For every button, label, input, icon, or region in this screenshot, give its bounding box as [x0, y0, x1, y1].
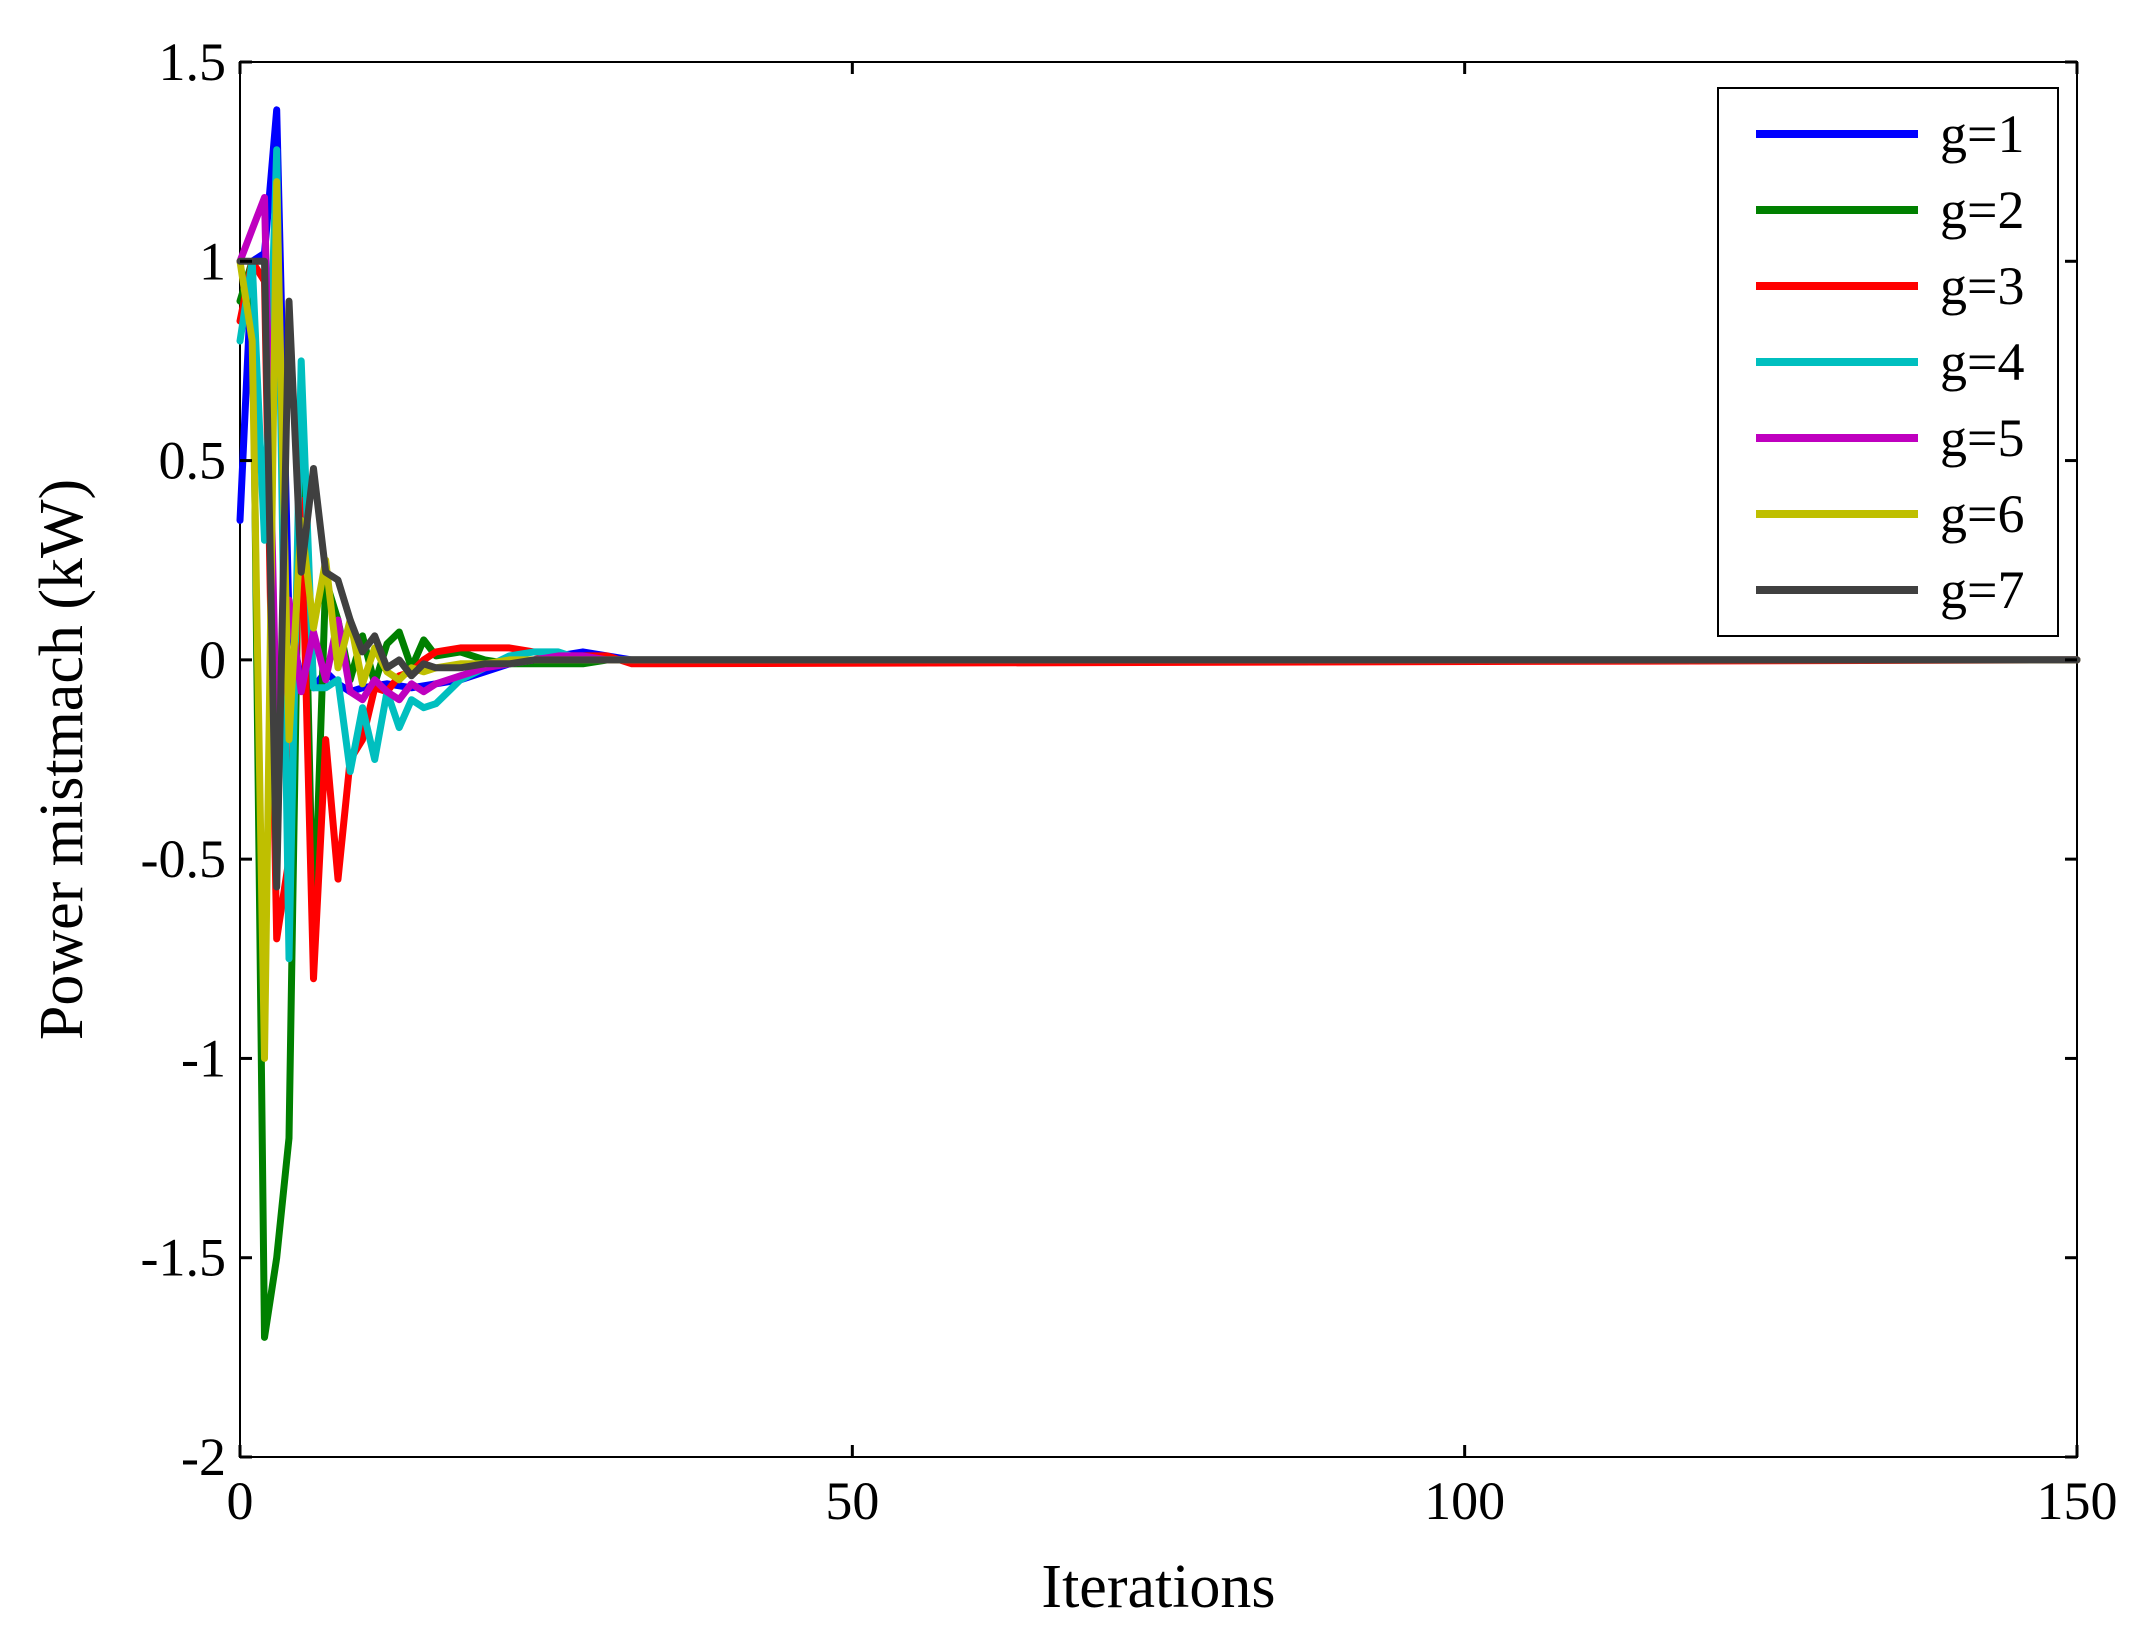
series-layer — [236, 106, 2081, 1341]
legend-label-2: g=2 — [1940, 180, 2024, 240]
y-tick-label: 1.5 — [159, 32, 227, 92]
y-tick-label: 0.5 — [159, 431, 227, 491]
series-line-2 — [236, 257, 2081, 1341]
x-tick-label: 100 — [1424, 1471, 1505, 1531]
legend-label-5: g=5 — [1940, 408, 2024, 468]
legend-label-3: g=3 — [1940, 256, 2024, 316]
x-tick-label: 150 — [2037, 1471, 2118, 1531]
x-tick-label: 50 — [825, 1471, 879, 1531]
legend-label-1: g=1 — [1940, 104, 2024, 164]
plot-frame — [239, 61, 2078, 1458]
y-tick-label: -1 — [181, 1028, 226, 1088]
y-axis-title: Power mistmach (kW) — [28, 479, 96, 1040]
y-tick-label: 0 — [199, 630, 226, 690]
x-tick-label: 0 — [227, 1471, 254, 1531]
legend-label-6: g=6 — [1940, 484, 2024, 544]
legend-label-4: g=4 — [1940, 332, 2024, 392]
legend-label-7: g=7 — [1940, 560, 2024, 620]
tick-layer: 0 50 100 150 -2 -1.5 -1 -0.5 0 0.5 1 1.5 — [141, 32, 2118, 1531]
y-tick-label: -2 — [181, 1427, 226, 1487]
y-tick-label: 1 — [199, 231, 226, 291]
x-axis-title: Iterations — [1041, 1553, 1275, 1621]
series-line-7 — [236, 257, 2081, 891]
legend: g=1 g=2 g=3 g=4 g=5 g=6 g=7 — [1717, 87, 2059, 637]
y-tick-label: -1.5 — [141, 1228, 226, 1288]
y-tick-label: -0.5 — [141, 829, 226, 889]
